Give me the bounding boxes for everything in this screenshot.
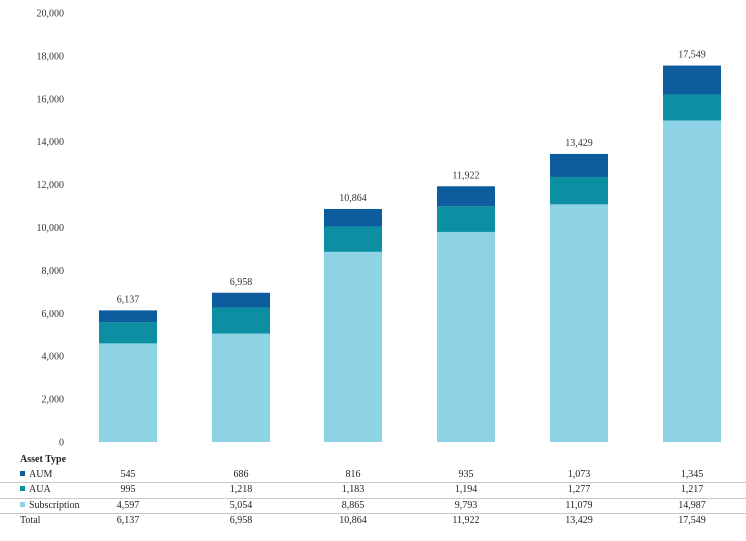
bar-aua-2021 bbox=[663, 94, 721, 121]
table-cell: 6,958 bbox=[229, 515, 253, 526]
y-tick-label: 2,000 bbox=[42, 395, 65, 406]
bar-aum-2017 bbox=[212, 292, 270, 308]
y-tick-label: 18,000 bbox=[37, 51, 65, 62]
bar-subscription-2017 bbox=[212, 333, 270, 442]
y-tick-label: 20,000 bbox=[37, 9, 65, 20]
bars bbox=[99, 65, 721, 443]
table-row-aua: AUA 995 1,218 1,183 1,194 1,277 1,217 bbox=[0, 483, 746, 499]
table-cell: 1,345 bbox=[680, 468, 704, 480]
total-data-label: 6,958 bbox=[230, 277, 253, 288]
table-cell: 14,987 bbox=[678, 499, 706, 511]
bar-aua-2016 bbox=[99, 322, 157, 344]
table-cell: 11,079 bbox=[565, 499, 593, 511]
table-cell: 1,217 bbox=[680, 484, 704, 495]
y-tick-label: 10,000 bbox=[37, 223, 65, 234]
legend-swatch-aua bbox=[20, 486, 25, 492]
table-cell: 11,922 bbox=[452, 515, 480, 526]
table-cell: 1,183 bbox=[341, 484, 365, 495]
table-cell: 6,137 bbox=[116, 515, 140, 526]
total-data-label: 6,137 bbox=[117, 294, 140, 305]
table-cell: 686 bbox=[233, 468, 249, 480]
bar-aua-2020 bbox=[550, 176, 608, 205]
bar-subscription-2018 bbox=[324, 251, 382, 442]
y-tick-label: 16,000 bbox=[37, 94, 65, 105]
table-row-label-aua: AUA bbox=[20, 483, 51, 498]
bar-aum-2016 bbox=[99, 310, 157, 323]
table-cell: 545 bbox=[120, 468, 136, 480]
table-cell: 5,054 bbox=[229, 499, 253, 511]
bar-aum-2020 bbox=[550, 153, 608, 177]
legend-swatch-subscription bbox=[20, 501, 25, 507]
bar-aua-2019 bbox=[437, 206, 495, 232]
table-cell: 995 bbox=[120, 484, 136, 495]
table-cell: 4,597 bbox=[116, 499, 140, 511]
table-row-label-aum: AUM bbox=[20, 468, 52, 483]
table-cell: 8,865 bbox=[341, 499, 365, 511]
table-cell: 935 bbox=[458, 468, 474, 480]
table-row-subscription: Subscription 4,597 5,054 8,865 9,793 11,079 14… bbox=[0, 499, 746, 514]
stacked-bar-chart: 0 2,000 4,000 6,000 8,000 10,000 12,000 14,000 1… bbox=[37, 9, 721, 449]
table-cell: 1,194 bbox=[454, 484, 478, 495]
y-tick-label: 4,000 bbox=[42, 352, 65, 363]
table-cell: 1,277 bbox=[567, 484, 591, 495]
bar-aua-2018 bbox=[324, 226, 382, 252]
bar-subscription-2020 bbox=[550, 204, 608, 442]
table-cell: 1,073 bbox=[567, 468, 591, 480]
y-tick-label: 8,000 bbox=[42, 266, 65, 277]
table-cell: 17,549 bbox=[678, 515, 706, 526]
total-labels: 6,137 6,958 10,864 11,922 13,429 17,549 bbox=[117, 50, 706, 306]
y-tick-label: 12,000 bbox=[37, 180, 65, 191]
table-row-label-subscription: Subscription bbox=[20, 499, 80, 514]
bar-subscription-2016 bbox=[99, 343, 157, 442]
total-data-label: 13,429 bbox=[565, 138, 593, 149]
data-table: Asset Type AUM 545 686 816 935 1,073 1,345 AUA… bbox=[0, 453, 746, 529]
table-header-row: Asset Type bbox=[0, 453, 746, 468]
table-row-label-total: Total bbox=[20, 515, 41, 526]
total-data-label: 11,922 bbox=[452, 170, 479, 181]
y-tick-label: 6,000 bbox=[42, 309, 65, 320]
table-cell: 10,864 bbox=[339, 515, 367, 526]
table-cell: 1,218 bbox=[229, 484, 253, 495]
table-cell: 13,429 bbox=[565, 515, 593, 526]
y-axis: 0 2,000 4,000 6,000 8,000 10,000 12,000 14,000 1… bbox=[37, 9, 65, 449]
bar-subscription-2019 bbox=[437, 231, 495, 442]
table-cell: 816 bbox=[345, 468, 361, 480]
bar-aum-2021 bbox=[663, 65, 721, 95]
total-data-label: 17,549 bbox=[678, 50, 706, 61]
bar-subscription-2021 bbox=[663, 120, 721, 443]
table-row-total: Total 6,137 6,958 10,864 11,922 13,429 17,549 bbox=[0, 514, 746, 529]
bar-aum-2018 bbox=[324, 208, 382, 227]
table-row-aum: AUM 545 686 816 935 1,073 1,345 bbox=[0, 468, 746, 483]
table-header-label: Asset Type bbox=[20, 454, 67, 465]
bar-aum-2019 bbox=[437, 186, 495, 207]
y-tick-label: 14,000 bbox=[37, 137, 65, 148]
table-cell: 9,793 bbox=[454, 499, 478, 511]
total-data-label: 10,864 bbox=[339, 193, 367, 204]
y-tick-label: 0 bbox=[59, 438, 64, 449]
legend-swatch-aum bbox=[20, 470, 25, 476]
bar-aua-2017 bbox=[212, 307, 270, 334]
